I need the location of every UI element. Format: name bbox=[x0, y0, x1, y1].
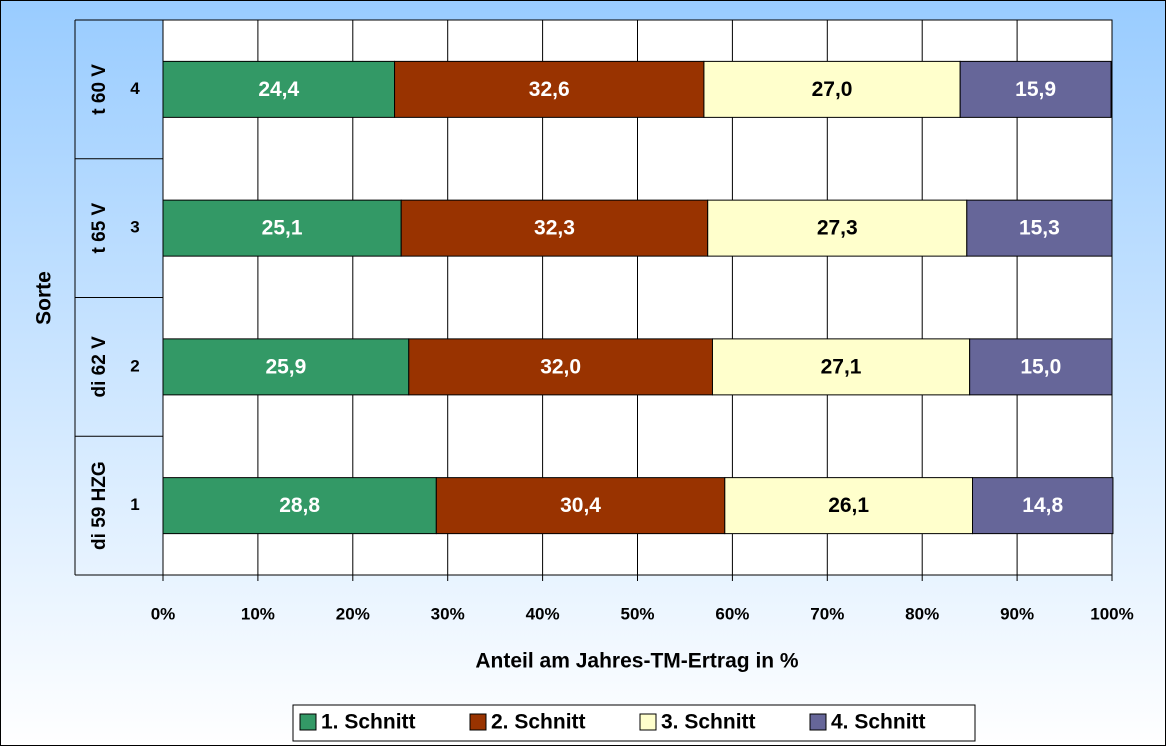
bar-segment bbox=[724, 477, 973, 535]
bar-segment bbox=[162, 60, 396, 118]
x-tick-label: 70% bbox=[810, 604, 844, 623]
bar-segment bbox=[408, 338, 713, 396]
x-tick-label: 40% bbox=[526, 604, 560, 623]
y-axis-title: Sorte bbox=[33, 271, 56, 325]
bar-segment bbox=[394, 60, 705, 118]
bar-segment bbox=[162, 199, 402, 257]
x-tick-label: 60% bbox=[715, 604, 749, 623]
legend-label: 2. Schnitt bbox=[491, 711, 586, 734]
y-tick-label: 4 bbox=[130, 79, 140, 98]
bar-segment bbox=[969, 338, 1113, 396]
data-label: 27,0 bbox=[812, 78, 853, 101]
data-label: 32,6 bbox=[529, 78, 570, 101]
group-label: di 59 HZG bbox=[89, 461, 110, 550]
x-tick-label: 0% bbox=[151, 604, 176, 623]
data-label: 15,9 bbox=[1015, 78, 1056, 101]
data-label: 30,4 bbox=[560, 494, 601, 517]
data-label: 15,3 bbox=[1019, 217, 1060, 240]
legend-label: 3. Schnitt bbox=[661, 711, 756, 734]
legend-swatch bbox=[639, 713, 657, 731]
legend-swatch bbox=[469, 713, 487, 731]
x-tick-label: 30% bbox=[431, 604, 465, 623]
group-label: t 60 V bbox=[89, 64, 110, 115]
bar-segment bbox=[162, 477, 437, 535]
data-label: 27,3 bbox=[817, 217, 858, 240]
x-tick-label: 90% bbox=[1000, 604, 1034, 623]
bar-segment bbox=[707, 199, 968, 257]
data-label: 25,9 bbox=[265, 355, 306, 378]
x-tick-label: 20% bbox=[336, 604, 370, 623]
group-label: t 65 V bbox=[89, 202, 110, 253]
x-tick-label: 100% bbox=[1090, 604, 1133, 623]
x-axis-title: Anteil am Jahres-TM-Ertrag in % bbox=[475, 650, 799, 673]
x-tick-label: 10% bbox=[241, 604, 275, 623]
bar-segment bbox=[959, 60, 1112, 118]
data-label: 15,0 bbox=[1020, 355, 1061, 378]
x-tick-label: 80% bbox=[905, 604, 939, 623]
bar-segment bbox=[971, 477, 1114, 535]
bar-segment bbox=[966, 199, 1113, 257]
data-label: 27,1 bbox=[821, 355, 862, 378]
y-tick-label: 1 bbox=[130, 495, 139, 514]
bar-segment bbox=[703, 60, 961, 118]
legend-label: 4. Schnitt bbox=[831, 711, 926, 734]
data-label: 26,1 bbox=[828, 494, 869, 517]
bar-segment bbox=[711, 338, 971, 396]
group-label: di 62 V bbox=[89, 336, 110, 398]
legend-label: 1. Schnitt bbox=[321, 711, 416, 734]
y-tick-label: 3 bbox=[130, 218, 139, 237]
legend bbox=[292, 704, 976, 742]
bar-segment bbox=[162, 338, 410, 396]
y-tick-label: 2 bbox=[130, 356, 139, 375]
data-label: 32,0 bbox=[540, 355, 581, 378]
legend-swatch bbox=[809, 713, 827, 731]
x-tick-label: 50% bbox=[620, 604, 654, 623]
data-label: 32,3 bbox=[534, 217, 575, 240]
legend-swatch bbox=[299, 713, 317, 731]
data-label: 28,8 bbox=[279, 494, 320, 517]
data-label: 25,1 bbox=[262, 217, 303, 240]
data-label: 24,4 bbox=[258, 78, 299, 101]
data-label: 14,8 bbox=[1022, 494, 1063, 517]
